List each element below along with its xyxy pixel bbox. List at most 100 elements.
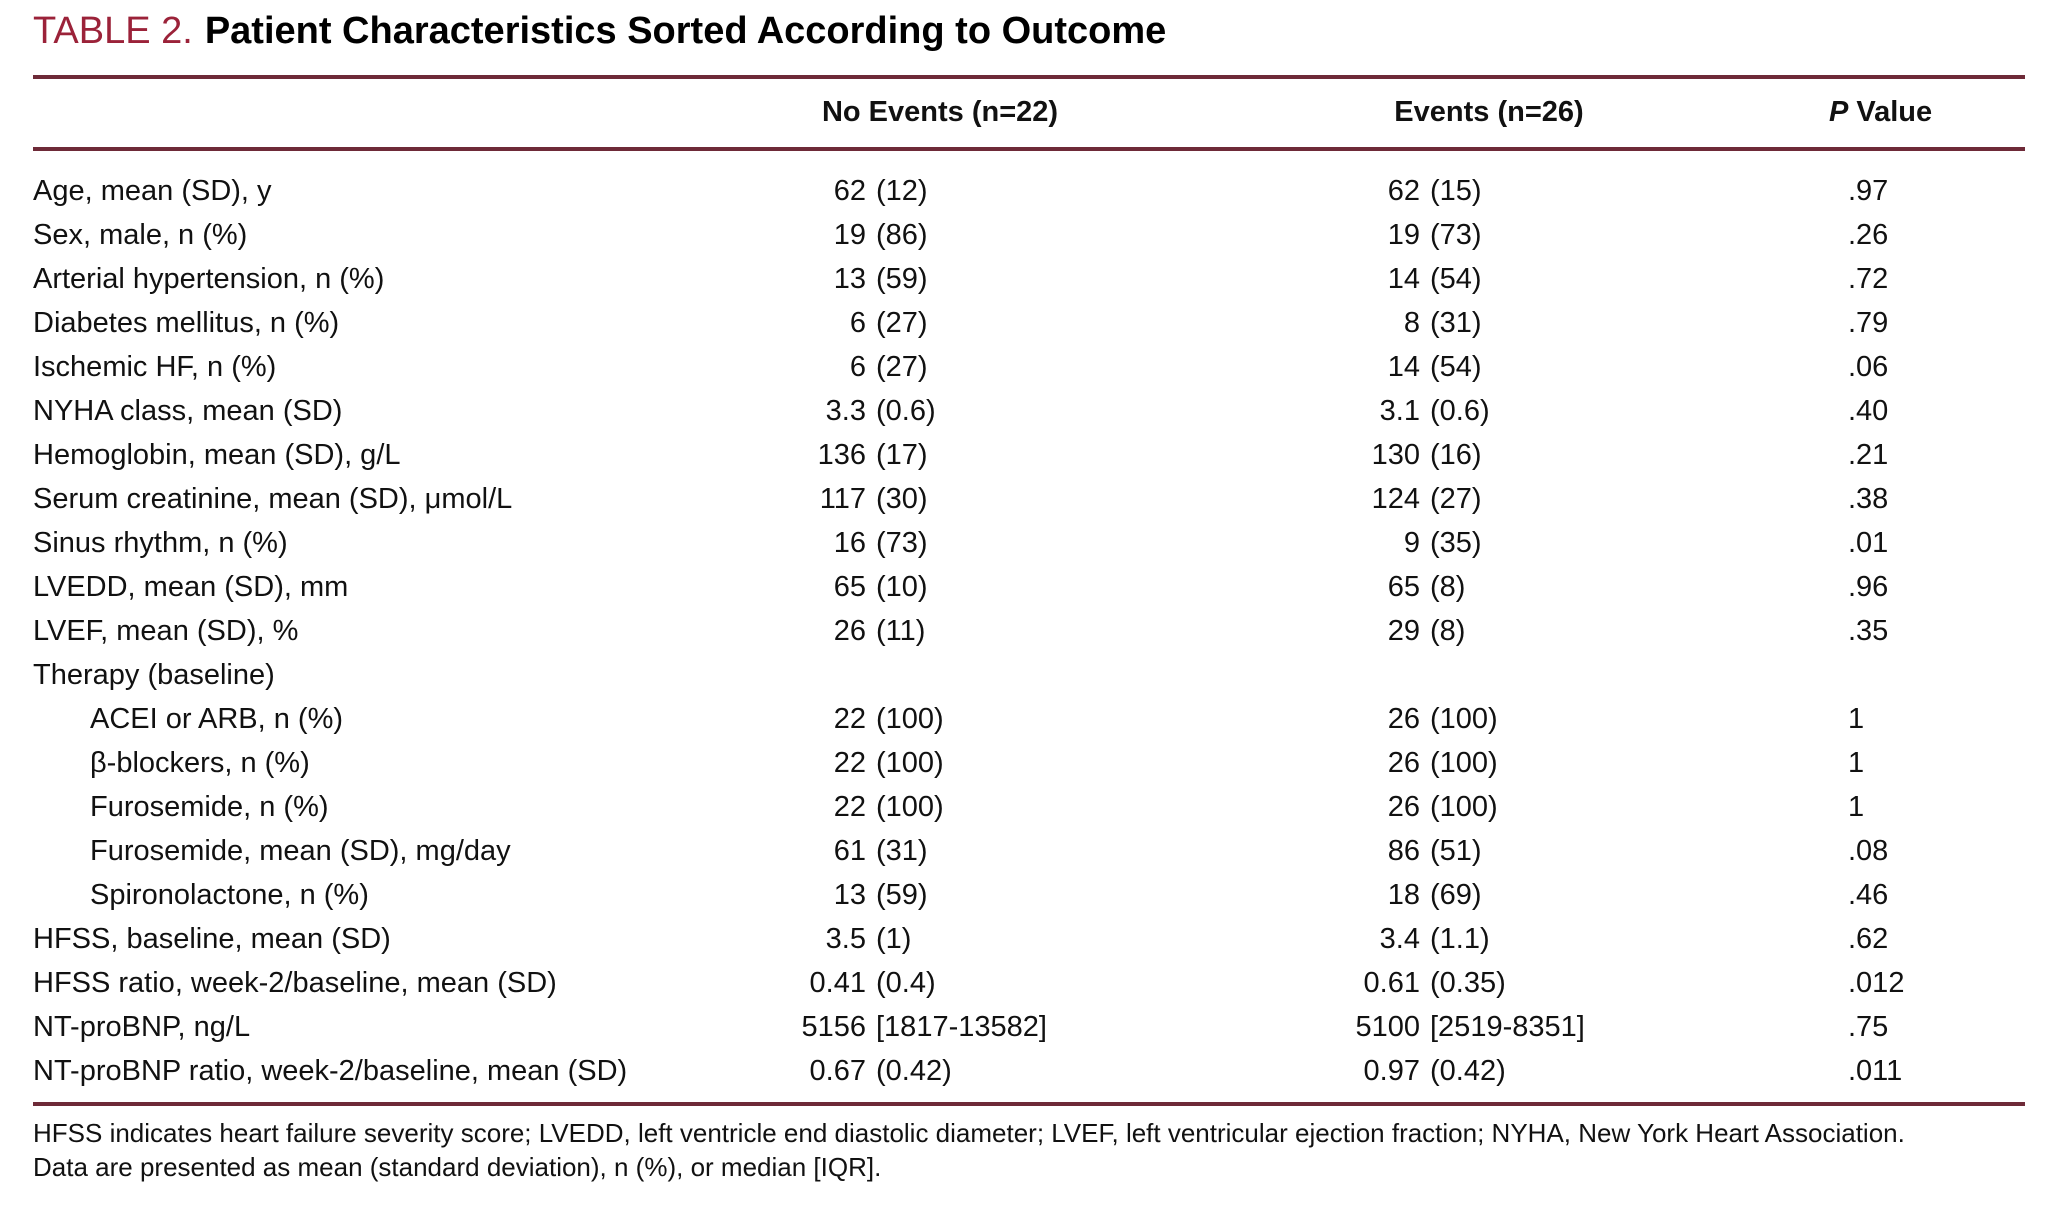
rule-top [33, 75, 2025, 79]
no-events-dispersion: (31) [876, 834, 928, 867]
no-events-number: 22 [833, 746, 866, 779]
events-dispersion: (0.35) [1430, 966, 1506, 999]
no-events-dispersion: (27) [876, 306, 928, 339]
events-dispersion: (51) [1430, 834, 1482, 867]
cell-no-events: 16 (73) [700, 527, 1280, 560]
events-dispersion: (73) [1430, 218, 1482, 251]
cell-no-events: 22 (100) [700, 791, 1280, 824]
rule-bottom [33, 1102, 2025, 1106]
cell-p-value: 1 [1848, 746, 1865, 779]
cell-no-events: 13 (59) [700, 263, 1280, 296]
row-label: Sinus rhythm, n (%) [33, 526, 288, 559]
cell-no-events: 0.67 (0.42) [700, 1055, 1280, 1088]
events-number: 0.97 [1363, 1054, 1420, 1087]
col-header-events: Events (n=26) [1394, 95, 1584, 128]
no-events-number: 19 [833, 218, 866, 251]
cell-no-events: 13 (59) [700, 879, 1280, 912]
cell-events: 26 (100) [1280, 747, 1780, 780]
cell-p-value: 1 [1848, 702, 1865, 735]
cell-p-value: .38 [1848, 482, 1889, 515]
footnote-data-presentation: Data are presented as mean (standard dev… [33, 1152, 882, 1182]
cell-p-value: .011 [1848, 1054, 1903, 1087]
cell-p-value: .46 [1848, 878, 1889, 911]
row-label: ACEI or ARB, n (%) [90, 702, 344, 735]
p-value-word: Value [1856, 95, 1933, 128]
cell-p-value: .79 [1848, 306, 1889, 339]
events-dispersion: (8) [1430, 570, 1466, 603]
cell-p-value: .26 [1848, 218, 1889, 251]
no-events-number: 13 [833, 878, 866, 911]
cell-p-value: .62 [1848, 922, 1889, 955]
cell-p-value: 1 [1848, 790, 1865, 823]
row-label: Arterial hypertension, n (%) [33, 262, 385, 295]
no-events-number: 65 [833, 570, 866, 603]
events-number: 26 [1387, 746, 1420, 779]
cell-events: 86 (51) [1280, 835, 1780, 868]
events-number: 19 [1387, 218, 1420, 251]
cell-no-events: 3.3 (0.6) [700, 395, 1280, 428]
no-events-dispersion: (1) [876, 922, 912, 955]
no-events-dispersion: (11) [876, 614, 926, 647]
events-number: 8 [1403, 306, 1420, 339]
cell-p-value: .21 [1848, 438, 1889, 471]
cell-no-events: 0.41 (0.4) [700, 967, 1280, 1000]
events-number: 14 [1387, 350, 1420, 383]
events-dispersion: [2519-8351] [1430, 1010, 1585, 1043]
events-dispersion: (0.6) [1430, 394, 1490, 427]
table-row: NT-proBNP, ng/L 5156 [1817-13582] 5100 [25… [33, 1005, 2025, 1049]
cell-p-value: .012 [1848, 966, 1905, 999]
cell-no-events: 26 (11) [700, 615, 1280, 648]
cell-no-events: 62 (12) [700, 175, 1280, 208]
no-events-dispersion: (73) [876, 526, 928, 559]
row-label: HFSS, baseline, mean (SD) [33, 922, 391, 955]
cell-p-value: .35 [1848, 614, 1889, 647]
no-events-dispersion: (59) [876, 262, 928, 295]
table-row: HFSS ratio, week-2/baseline, mean (SD) 0… [33, 961, 2025, 1005]
table-body: Age, mean (SD), y 62 (12) 62 (15) .97 Sex,… [33, 169, 2025, 1093]
row-label: Sex, male, n (%) [33, 218, 248, 251]
cell-events: 26 (100) [1280, 791, 1780, 824]
no-events-number: 5156 [801, 1010, 866, 1043]
row-label: NT-proBNP ratio, week-2/baseline, mean (… [33, 1054, 628, 1087]
events-dispersion: (15) [1430, 174, 1482, 207]
events-dispersion: (35) [1430, 526, 1482, 559]
table-row: Therapy (baseline) [33, 653, 2025, 697]
row-label: Age, mean (SD), y [33, 174, 272, 207]
cell-p-value: .75 [1848, 1010, 1889, 1043]
no-events-dispersion: (17) [876, 438, 928, 471]
row-label: Furosemide, mean (SD), mg/day [90, 834, 511, 867]
events-number: 124 [1371, 482, 1420, 515]
cell-events: 124 (27) [1280, 483, 1780, 516]
table-caption: Patient Characteristics Sorted According… [204, 10, 1167, 52]
no-events-number: 6 [849, 350, 866, 383]
row-label: Ischemic HF, n (%) [33, 350, 277, 383]
table-row: LVEDD, mean (SD), mm 65 (10) 65 (8) .96 [33, 565, 2025, 609]
no-events-number: 136 [817, 438, 866, 471]
no-events-number: 22 [833, 702, 866, 735]
no-events-number: 3.5 [825, 922, 866, 955]
no-events-number: 3.3 [825, 394, 866, 427]
cell-events: 130 (16) [1280, 439, 1780, 472]
events-dispersion: (69) [1430, 878, 1482, 911]
cell-events: 0.97 (0.42) [1280, 1055, 1780, 1088]
row-label: β-blockers, n (%) [90, 746, 310, 779]
row-label: NYHA class, mean (SD) [33, 394, 343, 427]
table-row: Serum creatinine, mean (SD), μmol/L 117 (… [33, 477, 2025, 521]
cell-events: 0.61 (0.35) [1280, 967, 1780, 1000]
cell-no-events: 19 (86) [700, 219, 1280, 252]
cell-events: 14 (54) [1280, 351, 1780, 384]
events-dispersion: (100) [1430, 702, 1498, 735]
events-number: 26 [1387, 790, 1420, 823]
no-events-dispersion: (27) [876, 350, 928, 383]
table-number: TABLE 2. [33, 10, 193, 52]
events-number: 9 [1403, 526, 1420, 559]
cell-events: 29 (8) [1280, 615, 1780, 648]
events-dispersion: (100) [1430, 790, 1498, 823]
cell-no-events: 3.5 (1) [700, 923, 1280, 956]
no-events-number: 26 [833, 614, 866, 647]
events-dispersion: (54) [1430, 350, 1482, 383]
events-dispersion: (1.1) [1430, 922, 1490, 955]
row-label: Diabetes mellitus, n (%) [33, 306, 340, 339]
no-events-number: 62 [833, 174, 866, 207]
no-events-number: 13 [833, 262, 866, 295]
